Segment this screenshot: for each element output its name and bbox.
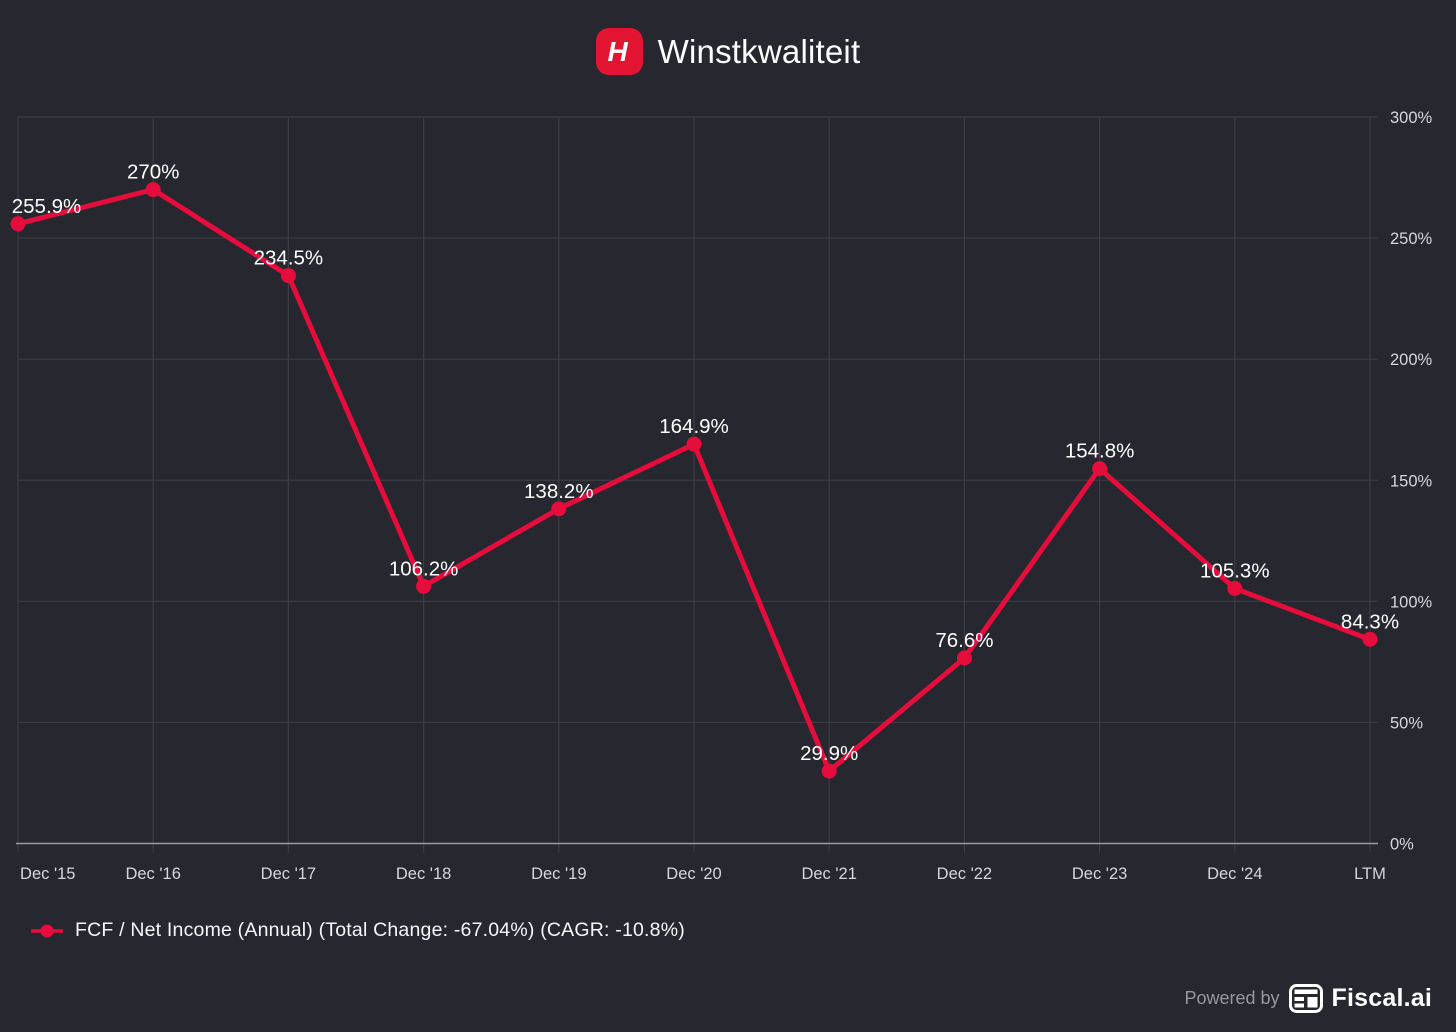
data-point <box>1092 461 1108 477</box>
data-point-label: 29.9% <box>800 742 858 765</box>
data-point <box>10 216 26 232</box>
x-tick-label: Dec '22 <box>937 865 992 883</box>
data-point-label: 76.6% <box>935 629 993 652</box>
data-point <box>1362 631 1378 647</box>
data-point-label: 255.9% <box>12 195 82 218</box>
y-tick-label: 300% <box>1390 109 1433 127</box>
data-point-label: 154.8% <box>1065 440 1135 463</box>
y-tick-label: 100% <box>1390 593 1433 611</box>
chart-title: Winstkwaliteit <box>657 32 861 70</box>
y-tick-label: 0% <box>1390 836 1414 854</box>
data-point <box>1227 580 1243 596</box>
y-tick-label: 50% <box>1390 714 1423 732</box>
data-point <box>551 501 567 517</box>
y-tick-label: 150% <box>1390 472 1433 490</box>
data-point <box>956 650 972 666</box>
x-tick-label: Dec '19 <box>531 865 586 883</box>
fiscal-logo-icon <box>1288 984 1323 1013</box>
y-tick-label: 250% <box>1390 230 1433 248</box>
x-tick-label: LTM <box>1354 865 1386 883</box>
data-point <box>416 578 432 594</box>
data-point-label: 105.3% <box>1200 559 1270 582</box>
x-tick-label: Dec '21 <box>801 865 856 883</box>
legend-label: FCF / Net Income (Annual) (Total Change:… <box>75 919 685 941</box>
powered-by-text: Powered by <box>1184 988 1280 1008</box>
footer-branding: Powered by Fiscal.ai <box>1184 984 1432 1013</box>
x-tick-label: Dec '17 <box>261 865 316 883</box>
x-tick-label: Dec '24 <box>1207 865 1262 883</box>
data-point-label: 234.5% <box>254 247 324 270</box>
legend-marker-icon <box>31 924 63 937</box>
x-tick-label: Dec '15 <box>20 865 75 883</box>
data-point <box>686 436 702 452</box>
y-tick-label: 200% <box>1390 351 1433 369</box>
x-tick-label: Dec '23 <box>1072 865 1127 883</box>
x-tick-label: Dec '20 <box>666 865 721 883</box>
chart-header: H Winstkwaliteit <box>0 28 1456 75</box>
chart-legend: FCF / Net Income (Annual) (Total Change:… <box>30 919 685 942</box>
brand-h-icon: H <box>607 35 628 67</box>
data-point <box>821 763 837 779</box>
x-tick-label: Dec '18 <box>396 865 451 883</box>
data-point-label: 270% <box>127 161 179 184</box>
data-point-label: 84.3% <box>1341 610 1399 633</box>
data-point <box>280 268 296 284</box>
brand-name: Fiscal.ai <box>1331 984 1432 1012</box>
x-tick-label: Dec '16 <box>125 865 180 883</box>
app-logo: H <box>595 28 643 75</box>
data-point-label: 138.2% <box>524 480 594 503</box>
data-point-label: 106.2% <box>389 557 459 580</box>
data-point-label: 164.9% <box>659 415 729 438</box>
data-point <box>145 182 161 198</box>
